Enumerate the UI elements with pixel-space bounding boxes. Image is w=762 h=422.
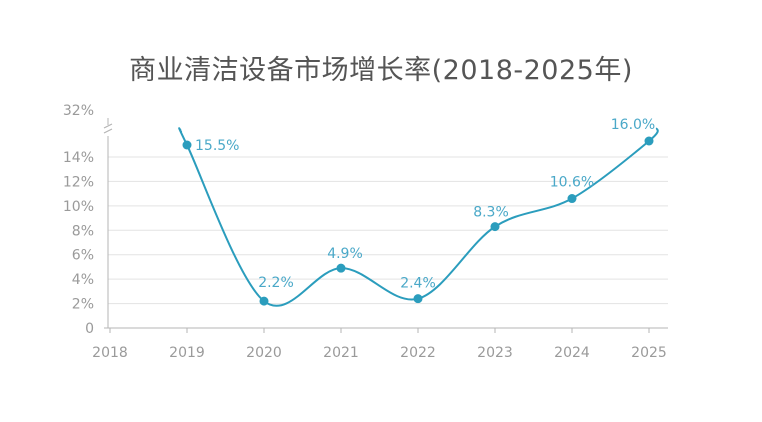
grid-layer (108, 156, 668, 305)
series-layer (178, 127, 659, 307)
x-tick-label: 2025 (631, 345, 667, 361)
y-tick-label: 2% (72, 297, 94, 313)
data-point (567, 194, 577, 204)
data-point (259, 296, 269, 306)
x-tick-label: 2023 (477, 345, 513, 361)
label-layer: 15.5% 2.2% 4.9% 2.4% 8.3% 10.6% 16.0% (195, 117, 655, 292)
y-tick-label: 8% (72, 223, 94, 239)
x-tick-label: 2019 (169, 345, 205, 361)
x-tick-label: 2022 (400, 345, 436, 361)
chart-title: 商业清洁设备市场增长率(2018-2025年) (129, 55, 633, 86)
y-tick-label: 0 (85, 321, 94, 337)
data-label: 2.2% (258, 275, 294, 291)
y-tick-label: 12% (63, 174, 94, 190)
x-tick-label: 2020 (246, 345, 282, 361)
y-break-tick-label: 32% (63, 103, 94, 119)
data-point (644, 136, 654, 146)
data-label: 2.4% (400, 276, 436, 292)
data-label: 15.5% (195, 138, 239, 154)
y-tick-label: 14% (63, 150, 94, 166)
y-tick-label: 4% (72, 272, 94, 288)
series-line (178, 127, 659, 307)
data-point (182, 140, 192, 150)
data-label: 16.0% (611, 117, 655, 133)
y-tick-label: 6% (72, 248, 94, 264)
x-tick-label: 2024 (554, 345, 590, 361)
data-label: 8.3% (473, 205, 509, 221)
x-tick-label: 2018 (92, 345, 128, 361)
y-tick-label: 10% (63, 199, 94, 215)
data-point (413, 294, 423, 304)
axis-break-mark (103, 123, 113, 129)
data-point (490, 222, 500, 232)
data-label: 10.6% (550, 175, 594, 191)
axis-layer: 0 2% 4% 6% 8% 10% 12% 14% 32% 2018 2019 2020 2021 202… (63, 103, 668, 361)
data-label: 4.9% (327, 246, 363, 262)
data-point (336, 263, 346, 273)
x-tick-label: 2021 (323, 345, 359, 361)
axis-break-mark (103, 128, 113, 134)
